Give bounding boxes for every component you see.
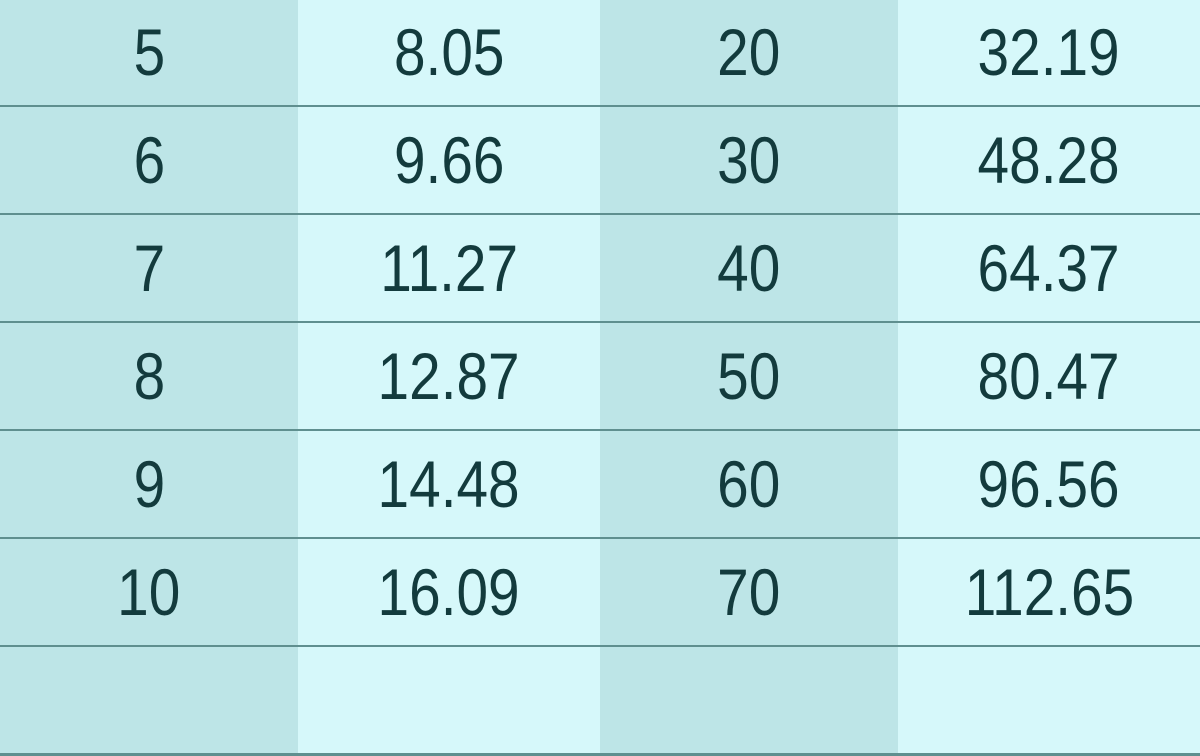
cell-value: 12.87 xyxy=(377,339,521,413)
table-row: 5 8.05 20 32.19 xyxy=(0,0,1200,108)
table-row: 9 14.48 60 96.56 xyxy=(0,431,1200,540)
cell-value: 14.48 xyxy=(377,447,521,521)
cell-value: 8.05 xyxy=(393,15,505,89)
table-cell: 9 xyxy=(0,431,298,537)
cell-value: 32.19 xyxy=(977,15,1121,89)
table-row xyxy=(0,647,1200,756)
table-cell: 50 xyxy=(600,323,898,429)
cell-value: 112.65 xyxy=(964,555,1134,629)
table-cell: 112.65 xyxy=(898,539,1200,645)
cell-value: 48.28 xyxy=(977,123,1121,197)
table-cell: 80.47 xyxy=(898,323,1200,429)
table-cell: 32.19 xyxy=(898,0,1200,105)
table-row: 6 9.66 30 48.28 xyxy=(0,107,1200,216)
table-cell: 14.48 xyxy=(298,431,600,537)
table-cell: 16.09 xyxy=(298,539,600,645)
table-cell: 70 xyxy=(600,539,898,645)
table-cell: 20 xyxy=(600,0,898,105)
table-cell: 7 xyxy=(0,215,298,321)
table-cell: 48.28 xyxy=(898,107,1200,213)
table-cell: 8 xyxy=(0,323,298,429)
cell-value: 10 xyxy=(117,555,181,629)
cell-value: 96.56 xyxy=(977,447,1121,521)
table-cell: 64.37 xyxy=(898,215,1200,321)
cell-value: 8 xyxy=(133,339,165,413)
cell-value: 30 xyxy=(717,123,781,197)
table-cell: 60 xyxy=(600,431,898,537)
table-row: 7 11.27 40 64.37 xyxy=(0,215,1200,324)
cell-value: 80.47 xyxy=(977,339,1121,413)
cell-value: 7 xyxy=(133,231,165,305)
cell-value: 50 xyxy=(717,339,781,413)
cell-value: 70 xyxy=(717,555,781,629)
table-row: 8 12.87 50 80.47 xyxy=(0,323,1200,432)
cell-value: 9.66 xyxy=(393,123,505,197)
cell-value: 11.27 xyxy=(380,231,518,305)
table-cell: 5 xyxy=(0,0,298,105)
cell-value: 16.09 xyxy=(377,555,521,629)
table-cell xyxy=(898,647,1200,753)
table-row: 10 16.09 70 112.65 xyxy=(0,539,1200,648)
table-cell: 10 xyxy=(0,539,298,645)
table-cell xyxy=(0,647,298,753)
table-cell: 12.87 xyxy=(298,323,600,429)
table-cell xyxy=(600,647,898,753)
table-cell xyxy=(298,647,600,753)
cell-value: 60 xyxy=(717,447,781,521)
cell-value: 5 xyxy=(133,15,165,89)
table-cell: 96.56 xyxy=(898,431,1200,537)
cell-value: 20 xyxy=(717,15,781,89)
table-cell: 30 xyxy=(600,107,898,213)
table-cell: 40 xyxy=(600,215,898,321)
cell-value: 6 xyxy=(133,123,165,197)
table-cell: 8.05 xyxy=(298,0,600,105)
table-cell: 11.27 xyxy=(298,215,600,321)
cell-value: 9 xyxy=(133,447,165,521)
table-cell: 6 xyxy=(0,107,298,213)
cell-value: 40 xyxy=(717,231,781,305)
cell-value: 64.37 xyxy=(977,231,1121,305)
table-cell: 9.66 xyxy=(298,107,600,213)
